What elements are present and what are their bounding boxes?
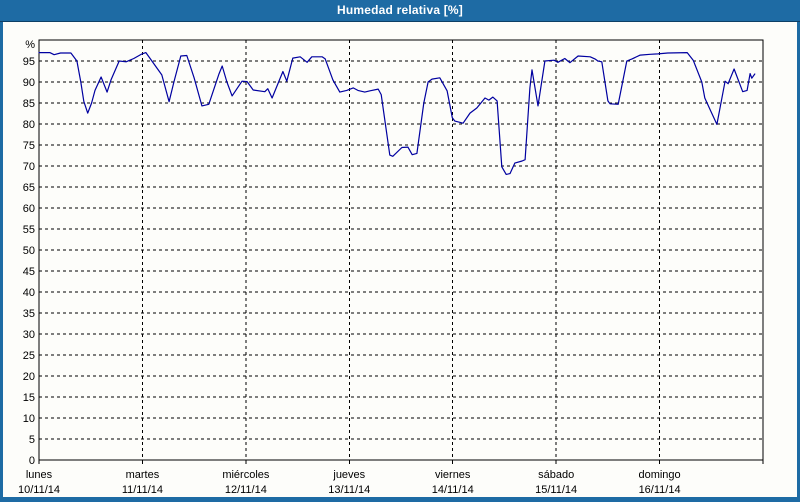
day-label: lunes: [26, 469, 53, 481]
humidity-series-line: [38, 52, 756, 175]
svg-text:30: 30: [23, 329, 35, 341]
svg-text:35: 35: [23, 308, 35, 320]
svg-text:55: 55: [23, 224, 35, 236]
title-bar: Humedad relativa [%]: [0, 0, 800, 22]
day-label: sábado: [538, 469, 574, 481]
svg-text:90: 90: [23, 77, 35, 89]
date-label: 13/11/14: [328, 484, 370, 496]
svg-text:85: 85: [23, 98, 35, 110]
day-label: martes: [126, 469, 160, 481]
svg-text:50: 50: [23, 245, 35, 257]
svg-text:80: 80: [23, 119, 35, 131]
day-label: domingo: [638, 469, 680, 481]
date-label: 15/11/14: [535, 484, 577, 496]
svg-text:15: 15: [23, 392, 35, 404]
page-title: Humedad relativa [%]: [336, 3, 464, 17]
date-label: 14/11/14: [432, 484, 474, 496]
date-label: 16/11/14: [639, 484, 681, 496]
y-axis-labels: 0 5 10 15 20 25 30 35 40 45 50 55 60 65 70 75 80 85 90 95%: [23, 39, 35, 467]
svg-text:60: 60: [23, 203, 35, 215]
day-label: miércoles: [222, 469, 270, 481]
svg-text:40: 40: [23, 287, 35, 299]
svg-text:25: 25: [23, 350, 35, 362]
y-axis-unit-label: %: [25, 39, 35, 51]
svg-text:0: 0: [29, 455, 35, 467]
horizontal-gridlines: [39, 60, 763, 440]
svg-text:95: 95: [23, 56, 35, 68]
x-axis-labels: lunes 10/11/14 martes 11/11/14 miércoles 12/1…: [18, 469, 681, 496]
svg-text:45: 45: [23, 266, 35, 278]
vertical-gridlines: [141, 40, 661, 460]
x-axis-ticks: [38, 460, 764, 464]
svg-text:5: 5: [29, 434, 35, 446]
day-label: jueves: [332, 469, 365, 481]
humidity-line-chart: 0 5 10 15 20 25 30 35 40 45 50 55 60 65 70 75 80 85 90 95% l…: [18, 39, 764, 496]
chart-panel: 0 5 10 15 20 25 30 35 40 45 50 55 60 65 70 75 80 85 90 95% l…: [3, 22, 797, 497]
day-label: viernes: [435, 469, 471, 481]
date-label: 10/11/14: [18, 484, 60, 496]
svg-text:70: 70: [23, 161, 35, 173]
plot-frame: [38, 39, 764, 461]
svg-text:75: 75: [23, 140, 35, 152]
svg-text:20: 20: [23, 371, 35, 383]
svg-text:65: 65: [23, 182, 35, 194]
svg-text:10: 10: [23, 413, 35, 425]
date-label: 12/11/14: [225, 484, 267, 496]
date-label: 11/11/14: [122, 484, 163, 496]
